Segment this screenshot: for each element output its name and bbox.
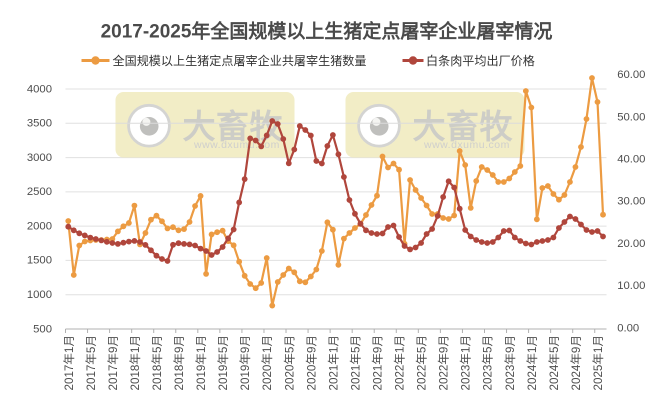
svg-text:2018年9月: 2018年9月: [172, 335, 186, 390]
svg-text:www.dxumu.com: www.dxumu.com: [193, 139, 280, 151]
svg-text:2020年1月: 2020年1月: [260, 335, 274, 390]
svg-text:2021年5月: 2021年5月: [348, 335, 362, 390]
svg-text:30.00: 30.00: [617, 196, 645, 208]
svg-text:3500: 3500: [27, 118, 52, 130]
svg-text:大畜牧: 大畜牧: [183, 108, 284, 145]
svg-text:2022年5月: 2022年5月: [415, 335, 429, 390]
svg-text:20.00: 20.00: [617, 238, 645, 250]
svg-text:2019年9月: 2019年9月: [238, 335, 252, 390]
svg-text:2018年1月: 2018年1月: [128, 335, 142, 390]
svg-text:2022年9月: 2022年9月: [437, 335, 451, 390]
svg-text:2023年9月: 2023年9月: [503, 335, 517, 390]
svg-text:2500: 2500: [27, 186, 52, 198]
svg-text:2024年1月: 2024年1月: [525, 335, 539, 390]
svg-text:2020年5月: 2020年5月: [282, 335, 296, 390]
svg-text:0.00: 0.00: [617, 322, 639, 334]
svg-text:2019年1月: 2019年1月: [194, 335, 208, 390]
svg-text:2021年1月: 2021年1月: [326, 335, 340, 390]
svg-text:全国规模以上生猪定点屠宰企业共屠宰生猪数量: 全国规模以上生猪定点屠宰企业共屠宰生猪数量: [113, 53, 367, 68]
svg-text:3000: 3000: [27, 152, 52, 164]
svg-text:2022年1月: 2022年1月: [393, 335, 407, 390]
svg-text:2024年9月: 2024年9月: [569, 335, 583, 390]
svg-text:4000: 4000: [27, 83, 52, 95]
svg-text:白条肉平均出厂价格: 白条肉平均出厂价格: [426, 53, 535, 68]
svg-text:2017年9月: 2017年9月: [106, 335, 120, 390]
svg-text:2023年1月: 2023年1月: [459, 335, 473, 390]
svg-text:www.dxumu.com: www.dxumu.com: [423, 139, 510, 151]
svg-text:1500: 1500: [27, 255, 52, 267]
svg-text:1000: 1000: [27, 289, 52, 301]
svg-text:2000: 2000: [27, 220, 52, 232]
svg-text:500: 500: [33, 323, 52, 335]
svg-text:2020年9月: 2020年9月: [304, 335, 318, 390]
svg-text:2025年1月: 2025年1月: [591, 335, 605, 390]
svg-text:2017-2025年全国规模以上生猪定点屠宰企业屠宰情况: 2017-2025年全国规模以上生猪定点屠宰企业屠宰情况: [101, 20, 553, 43]
svg-text:2018年5月: 2018年5月: [150, 335, 164, 390]
svg-text:50.00: 50.00: [617, 111, 645, 123]
svg-text:2017年5月: 2017年5月: [84, 335, 98, 390]
svg-text:2017年1月: 2017年1月: [62, 335, 76, 390]
svg-text:2023年5月: 2023年5月: [481, 335, 495, 390]
svg-text:10.00: 10.00: [617, 280, 645, 292]
svg-text:2021年9月: 2021年9月: [370, 335, 384, 390]
svg-text:40.00: 40.00: [617, 154, 645, 166]
svg-text:60.00: 60.00: [617, 69, 645, 81]
svg-text:2024年5月: 2024年5月: [547, 335, 561, 390]
svg-text:大畜牧: 大畜牧: [413, 108, 514, 145]
svg-text:2019年5月: 2019年5月: [216, 335, 230, 390]
